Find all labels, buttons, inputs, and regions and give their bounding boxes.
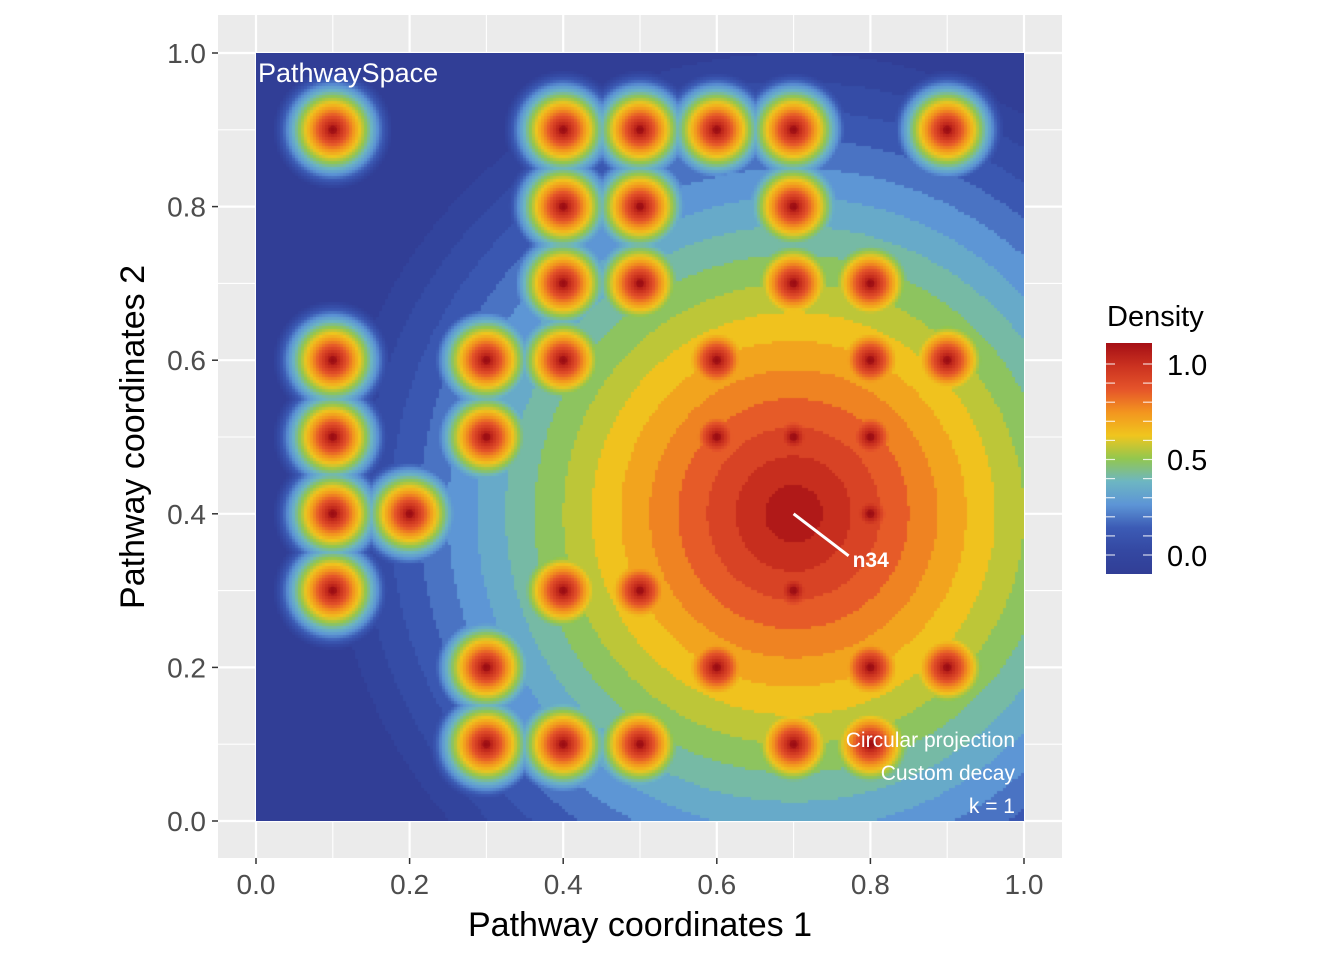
density-peak [482, 433, 491, 441]
density-peak [636, 740, 644, 749]
density-peak [866, 740, 875, 749]
density-peak [789, 586, 798, 595]
axes: 0.0 0.2 0.4 0.6 0.8 1.0 0.0 0.2 0.4 0.6 0.8 1.0 [167, 38, 1043, 900]
density-peak [559, 279, 568, 288]
density-peak [866, 433, 875, 441]
legend-title: Density [1107, 301, 1204, 333]
x-tick-label: 0.0 [237, 869, 276, 900]
density-peak [712, 125, 721, 134]
legend-label-1: 1.0 [1167, 350, 1207, 382]
density-peak [328, 509, 337, 518]
y-tick-label: 0.2 [167, 652, 206, 683]
density-peak [636, 125, 644, 134]
density-peak [789, 125, 798, 134]
x-tick-label: 1.0 [1005, 869, 1044, 900]
x-tick-label: 0.6 [697, 869, 736, 900]
density-peak [943, 356, 952, 365]
density-peak [636, 279, 644, 288]
density-peak [866, 663, 875, 672]
density-peak [328, 125, 337, 134]
density-peak [482, 740, 491, 749]
density-peak [943, 125, 952, 134]
density-peak [789, 433, 798, 441]
highlight-leader-line [792, 512, 850, 557]
density-peak [559, 356, 568, 365]
density-peak [712, 356, 721, 365]
density-peak [482, 356, 491, 365]
legend-colorbar [1106, 343, 1152, 574]
y-tick-label: 0.0 [167, 806, 206, 837]
legend-label-0: 0.0 [1167, 541, 1207, 573]
density-peak [636, 202, 644, 211]
density-raster [256, 53, 1024, 821]
density-peak [943, 663, 952, 672]
legend-label-0-5: 0.5 [1167, 445, 1207, 477]
density-peak [789, 202, 798, 211]
legend-ticks [1106, 363, 1152, 556]
x-tick-label: 0.2 [390, 869, 429, 900]
density-peak [636, 586, 644, 595]
density-peak [328, 356, 337, 365]
density-peak [559, 740, 568, 749]
panel-label: PathwaySpace [258, 58, 438, 88]
density-peak [559, 586, 568, 595]
density-peak [328, 586, 337, 595]
density-peak [712, 433, 721, 441]
density-peak [866, 356, 875, 365]
annotation-projection: Circular projection [846, 729, 1015, 752]
density-peak [482, 663, 491, 672]
y-tick-label: 0.4 [167, 499, 206, 530]
annotation-decay: Custom decay [881, 762, 1016, 785]
density-peak [789, 740, 798, 749]
y-tick-label: 1.0 [167, 38, 206, 69]
y-tick-label: 0.6 [167, 345, 206, 376]
x-axis-title: Pathway coordinates 1 [468, 906, 812, 944]
density-peak [866, 509, 875, 518]
y-axis-title: Pathway coordinates 2 [114, 265, 152, 609]
annotation-k: k = 1 [969, 795, 1015, 818]
y-tick-label: 0.8 [167, 192, 206, 223]
density-peak [559, 202, 568, 211]
density-peak [405, 509, 414, 518]
density-peaks [328, 125, 952, 749]
x-tick-label: 0.4 [544, 869, 583, 900]
x-tick-label: 0.8 [851, 869, 890, 900]
density-peak [712, 663, 721, 672]
highlight-label: n34 [853, 549, 890, 572]
density-peak [866, 279, 875, 288]
density-peak [789, 279, 798, 288]
density-peak [559, 125, 568, 134]
density-peak [328, 433, 337, 441]
